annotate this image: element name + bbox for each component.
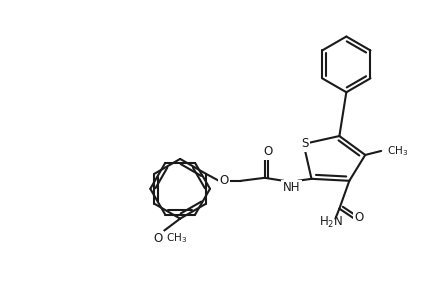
- Text: O: O: [263, 145, 272, 158]
- Text: S: S: [301, 137, 308, 151]
- Text: H$_2$N: H$_2$N: [319, 215, 344, 230]
- Text: O: O: [219, 174, 229, 187]
- Text: CH$_3$: CH$_3$: [166, 232, 187, 245]
- Text: O: O: [154, 232, 163, 245]
- Text: O: O: [354, 211, 364, 224]
- Text: NH: NH: [283, 181, 300, 194]
- Text: CH$_3$: CH$_3$: [387, 144, 408, 158]
